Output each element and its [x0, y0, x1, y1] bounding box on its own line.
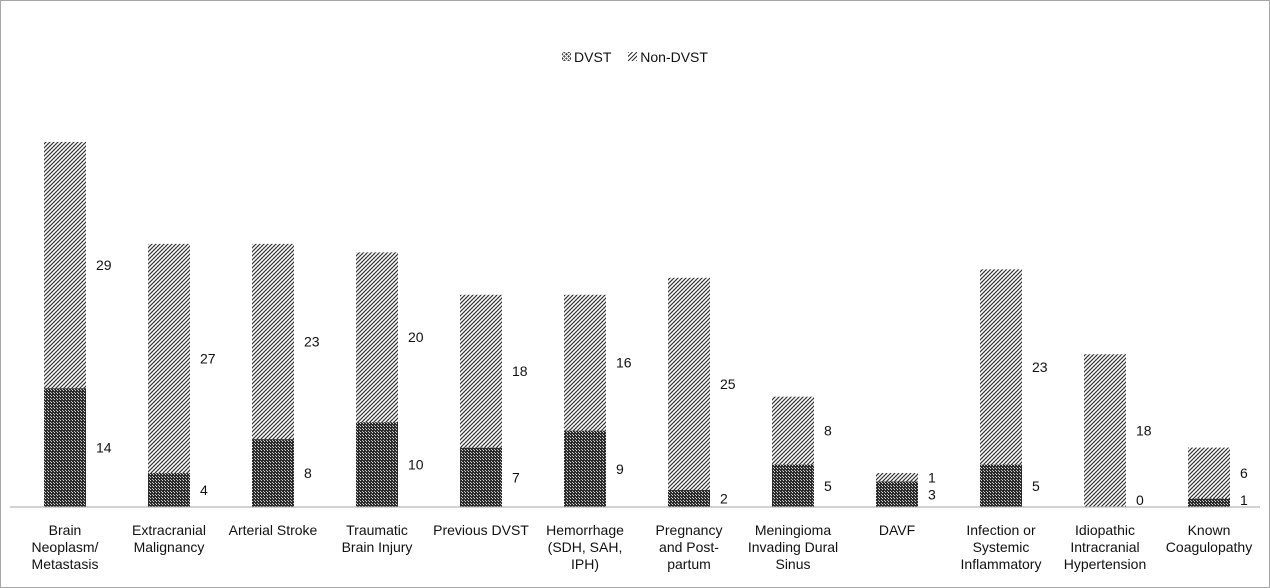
legend-item-non-dvst: Non-DVST [628, 49, 708, 65]
data-label-non-dvst-4: 18 [512, 363, 528, 379]
data-label-dvst-4: 7 [512, 469, 520, 485]
bar-non-dvst-8 [876, 473, 918, 482]
bar-dvst-11 [1188, 498, 1230, 507]
bar-non-dvst-10 [1084, 354, 1126, 507]
bar-dvst-1 [148, 473, 190, 507]
category-label-5: Hemorrhage (SDH, SAH, IPH) [546, 522, 624, 572]
category-label-0: Brain Neoplasm/ Metastasis [31, 522, 99, 572]
data-label-non-dvst-0: 29 [96, 257, 112, 273]
data-label-dvst-7: 5 [824, 478, 832, 494]
category-label-9: Infection or Systemic Inflammatory [960, 522, 1042, 572]
data-label-non-dvst-5: 16 [616, 355, 632, 371]
data-label-dvst-8: 3 [928, 486, 936, 502]
category-label-2: Arterial Stroke [228, 522, 318, 538]
bar-dvst-2 [252, 439, 294, 507]
category-label-4: Previous DVST [433, 522, 529, 538]
legend-swatch-non-dvst [628, 52, 638, 61]
bar-dvst-6 [668, 490, 710, 507]
data-label-non-dvst-1: 27 [200, 350, 216, 366]
category-label-6: Pregnancy and Post- partum [655, 522, 723, 572]
category-label-7: Meningioma Invading Dural Sinus [747, 522, 839, 572]
data-label-non-dvst-9: 23 [1032, 359, 1048, 375]
data-label-dvst-0: 14 [96, 440, 112, 456]
bar-non-dvst-5 [564, 294, 606, 431]
category-label-8: DAVF [878, 522, 916, 538]
data-label-dvst-1: 4 [200, 482, 208, 498]
data-label-non-dvst-7: 8 [824, 423, 832, 439]
bar-non-dvst-4 [460, 294, 502, 448]
category-label-3: Traumatic Brain Injury [341, 522, 413, 555]
data-label-non-dvst-6: 25 [720, 376, 736, 392]
bar-dvst-4 [460, 447, 502, 507]
bar-dvst-3 [356, 422, 398, 507]
legend-label-dvst: DVST [574, 48, 612, 65]
bar-non-dvst-2 [252, 243, 294, 440]
data-label-non-dvst-11: 6 [1240, 465, 1248, 481]
data-label-dvst-5: 9 [616, 461, 624, 477]
bar-dvst-7 [772, 464, 814, 507]
legend: DVST Non-DVST [0, 48, 1270, 65]
bar-non-dvst-7 [772, 396, 814, 465]
legend-label-non-dvst: Non-DVST [640, 48, 708, 65]
bars-layer [44, 142, 1230, 507]
category-label-11: Known Coagulopathy [1165, 522, 1253, 555]
data-label-non-dvst-8: 1 [928, 469, 936, 485]
data-label-dvst-6: 2 [720, 491, 728, 507]
bar-non-dvst-6 [668, 277, 710, 491]
bar-dvst-9 [980, 464, 1022, 507]
bar-dvst-0 [44, 388, 86, 507]
bar-non-dvst-1 [148, 243, 190, 474]
legend-swatch-dvst [562, 52, 572, 61]
data-label-dvst-11: 1 [1240, 492, 1248, 508]
bar-non-dvst-11 [1188, 447, 1230, 499]
bar-dvst-5 [564, 430, 606, 507]
data-label-non-dvst-3: 20 [408, 329, 424, 345]
data-label-dvst-3: 10 [408, 457, 424, 473]
bar-non-dvst-0 [44, 142, 86, 389]
bar-non-dvst-3 [356, 252, 398, 423]
data-label-dvst-10: 0 [1136, 492, 1144, 508]
category-label-1: Extracranial Malignancy [132, 522, 206, 555]
bar-non-dvst-9 [980, 269, 1022, 465]
data-label-dvst-2: 8 [304, 465, 312, 481]
bar-dvst-8 [876, 481, 918, 507]
category-label-10: Idiopathic Intracranial Hypertension [1063, 522, 1147, 572]
data-label-dvst-9: 5 [1032, 478, 1040, 494]
legend-item-dvst: DVST [562, 49, 611, 65]
data-label-non-dvst-10: 18 [1136, 423, 1152, 439]
data-label-non-dvst-2: 23 [304, 333, 320, 349]
